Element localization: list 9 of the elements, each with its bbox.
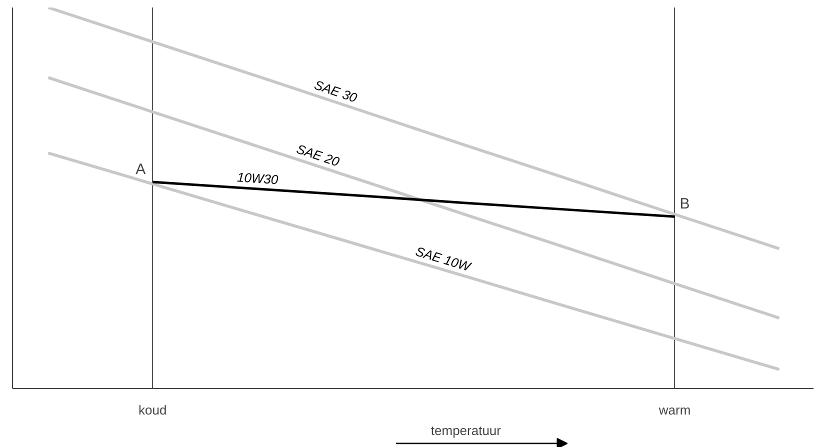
x-axis-title: temperatuur — [430, 422, 502, 438]
text: SAE 10W — [414, 244, 474, 275]
annotation: B — [680, 196, 690, 213]
x-tick-label: koud — [138, 402, 167, 418]
x-tick-label: warm — [658, 402, 691, 418]
annotation: A — [136, 161, 146, 178]
series-label: 10W30 — [236, 170, 280, 188]
text: SAE 20 — [294, 141, 342, 170]
text: SAE 30 — [312, 77, 360, 106]
